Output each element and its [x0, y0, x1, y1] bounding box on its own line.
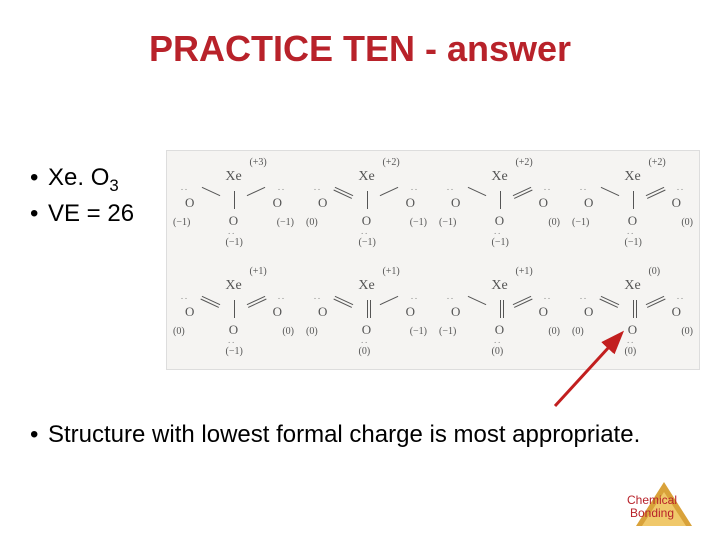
- title-text: PRACTICE TEN - answer: [149, 28, 571, 69]
- diagram-row-1: XeOOO(+3)(−1)(−1)(−1)∙∙∙∙∙∙XeOOO(+2)(0)(…: [167, 151, 699, 260]
- bullet-1: •Xe. O3: [30, 164, 119, 196]
- bullet-dot: •: [30, 420, 48, 450]
- badge-line1: Chemical: [627, 493, 677, 507]
- lewis-structure: XeOOO(+2)(−1)(0)(−1)∙∙∙∙∙∙: [433, 151, 566, 260]
- bullet-dot: •: [30, 200, 48, 228]
- bullet-dot: •: [30, 164, 48, 192]
- lewis-structure: XeOOO(+1)(0)(−1)(0)∙∙∙∙∙∙: [300, 260, 433, 369]
- lewis-structure: XeOOO(0)(0)(0)(0)∙∙∙∙∙∙: [566, 260, 699, 369]
- lewis-structure: XeOOO(+2)(−1)(0)(−1)∙∙∙∙∙∙: [566, 151, 699, 260]
- bullet-1-text: Xe. O3: [48, 164, 119, 191]
- badge-text: Chemical Bonding: [612, 494, 692, 520]
- diagram-row-2: XeOOO(+1)(0)(0)(−1)∙∙∙∙∙∙XeOOO(+1)(0)(−1…: [167, 260, 699, 369]
- footer-badge: Chemical Bonding: [636, 482, 692, 526]
- lewis-structures-diagram: XeOOO(+3)(−1)(−1)(−1)∙∙∙∙∙∙XeOOO(+2)(0)(…: [166, 150, 700, 370]
- slide: PRACTICE TEN - answer •Xe. O3 •VE = 26 X…: [0, 0, 720, 540]
- bullet-2: •VE = 26: [30, 200, 134, 228]
- bullet-3: •Structure with lowest formal charge is …: [30, 420, 690, 450]
- lewis-structure: XeOOO(+1)(0)(0)(−1)∙∙∙∙∙∙: [167, 260, 300, 369]
- bullet-2-text: VE = 26: [48, 200, 134, 227]
- lewis-structure: XeOOO(+3)(−1)(−1)(−1)∙∙∙∙∙∙: [167, 151, 300, 260]
- lewis-structure: XeOOO(+2)(0)(−1)(−1)∙∙∙∙∙∙: [300, 151, 433, 260]
- slide-title: PRACTICE TEN - answer: [0, 28, 720, 70]
- bullet-3-text: Structure with lowest formal charge is m…: [48, 421, 640, 448]
- lewis-structure: XeOOO(+1)(−1)(0)(0)∙∙∙∙∙∙: [433, 260, 566, 369]
- badge-line2: Bonding: [630, 506, 674, 520]
